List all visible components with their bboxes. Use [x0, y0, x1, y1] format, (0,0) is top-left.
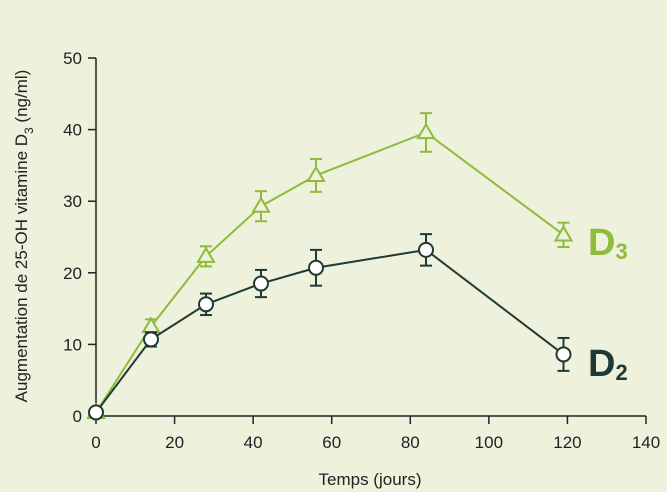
y-tick-label: 50 — [63, 49, 82, 68]
y-tick-label: 30 — [63, 192, 82, 211]
data-point-d2 — [144, 332, 158, 346]
y-tick-label: 0 — [73, 407, 82, 426]
x-tick-label: 60 — [322, 433, 341, 452]
data-point-d3 — [556, 227, 572, 241]
y-axis-title-main: Augmentation de 25-OH vitamine D — [12, 134, 31, 402]
data-point-d2 — [557, 347, 571, 361]
series-label-d2: D2 — [588, 343, 628, 385]
y-tick-label: 10 — [63, 335, 82, 354]
axes: 0 20 40 60 80 100 120 140 0 10 20 30 40 50 — [63, 49, 660, 452]
x-tick-label: 40 — [244, 433, 263, 452]
data-point-d2 — [199, 297, 213, 311]
y-tick-label: 20 — [63, 264, 82, 283]
y-axis-title: Augmentation de 25-OH vitamine D3 (ng/ml… — [12, 70, 36, 403]
x-tick-label: 80 — [401, 433, 420, 452]
series-d2 — [89, 234, 571, 419]
series-layer — [88, 113, 572, 419]
x-axis-title: Temps (jours) — [319, 470, 422, 489]
series-line-d2 — [96, 250, 564, 413]
x-tick-label: 140 — [632, 433, 660, 452]
data-point-d2 — [254, 277, 268, 291]
x-tick-label: 120 — [553, 433, 581, 452]
data-point-d2 — [419, 243, 433, 257]
y-axis-title-unit: (ng/ml) — [12, 70, 31, 128]
data-point-d3 — [418, 124, 434, 138]
series-line-d3 — [96, 132, 564, 412]
x-tick-label: 0 — [91, 433, 100, 452]
y-tick-label: 40 — [63, 121, 82, 140]
data-point-d3 — [253, 198, 269, 212]
x-tick-label: 100 — [475, 433, 503, 452]
data-point-d2 — [309, 261, 323, 275]
data-point-d2 — [89, 405, 103, 419]
series-label-d3: D3 — [588, 222, 628, 264]
x-tick-label: 20 — [165, 433, 184, 452]
